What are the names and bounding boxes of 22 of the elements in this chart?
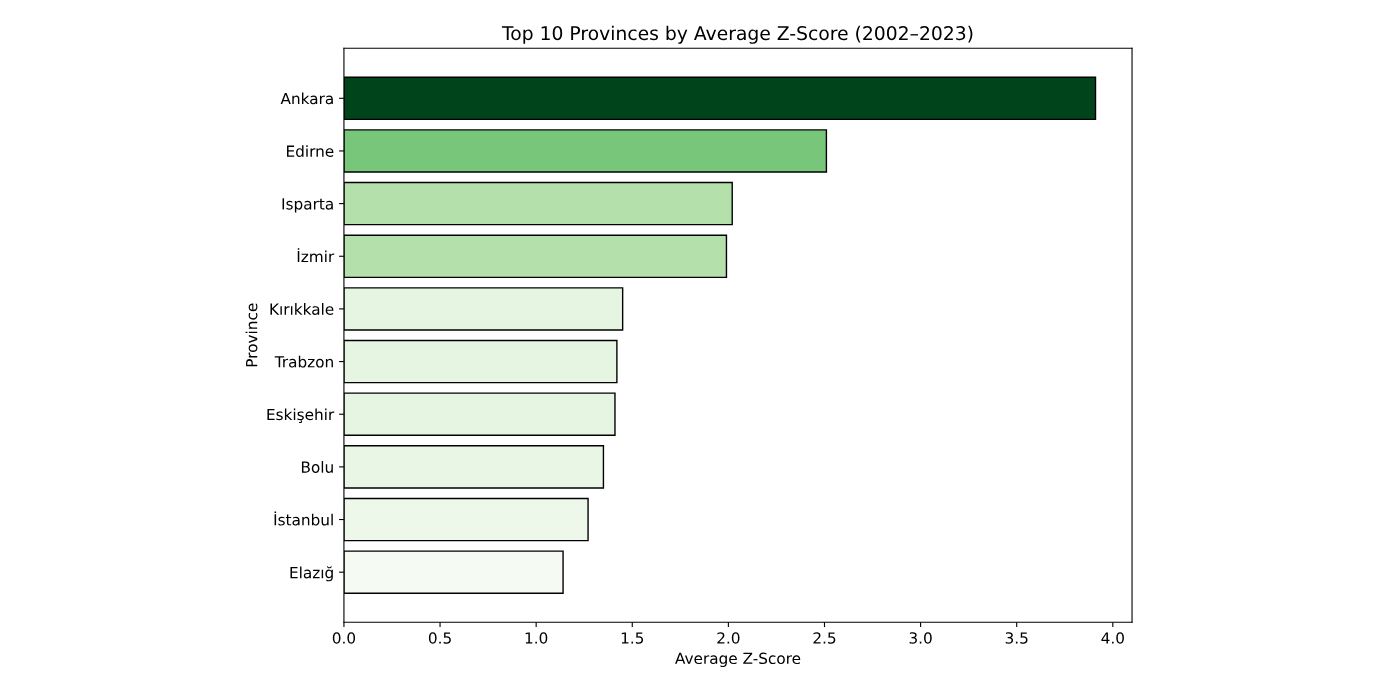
y-tick-label: İzmir: [297, 248, 335, 263]
y-tick-label: Eskişehir: [267, 408, 335, 423]
chart-title: Top 10 Provinces by Average Z-Score (2002–2023): [501, 25, 973, 44]
x-tick-label: 0.5: [428, 632, 451, 644]
x-tick-label: 3.5: [1005, 632, 1028, 644]
x-tick-label: 1.5: [621, 632, 644, 644]
y-tick-label: Trabzon: [274, 355, 333, 368]
y-tick-label: İstanbul: [274, 511, 333, 526]
y-tick-label: Edirne: [287, 145, 334, 157]
x-axis-title: Average Z-Score: [675, 652, 801, 668]
y-tick-label: Bolu: [301, 461, 333, 473]
y-tick-label: Kırıkkale: [270, 303, 334, 315]
x-tick-label: 3.0: [909, 632, 932, 644]
x-tick-label: 2.0: [717, 632, 740, 644]
y-axis-title: Province: [245, 303, 258, 367]
x-tick-label: 4.0: [1101, 632, 1124, 644]
x-tick-label: 0.0: [332, 632, 356, 644]
x-tick-label: 1.0: [525, 632, 548, 644]
y-tick-label: Isparta: [282, 198, 333, 213]
y-tick-label: Elazığ: [290, 566, 333, 582]
x-tick-label: 2.5: [813, 632, 836, 644]
y-tick-label: Ankara: [280, 92, 333, 105]
